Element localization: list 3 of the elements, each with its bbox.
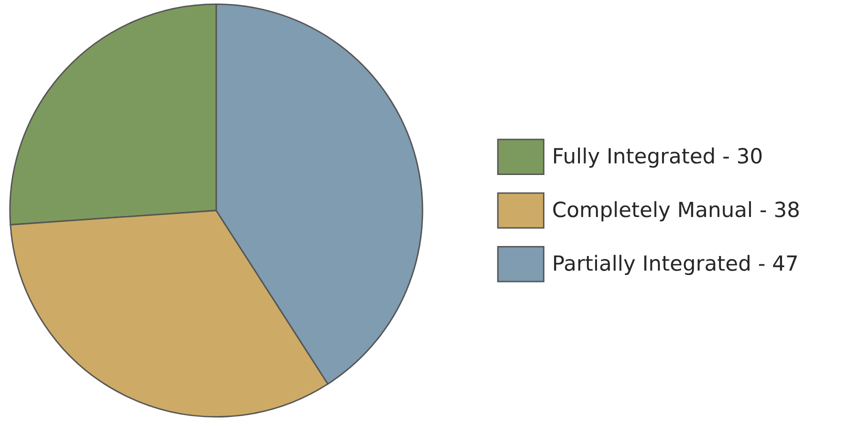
legend-label: Completely Manual - 38	[553, 201, 799, 222]
legend-label: Partially Integrated - 47	[554, 254, 797, 275]
legend-label: Fully Integrated - 30	[554, 148, 762, 168]
